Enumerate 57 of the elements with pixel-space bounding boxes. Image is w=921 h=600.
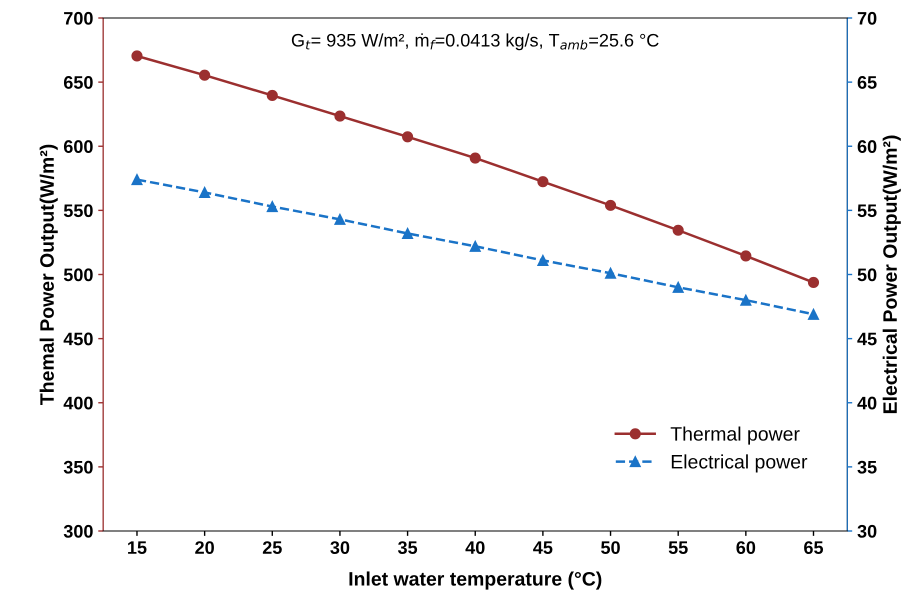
point xyxy=(808,276,820,288)
point xyxy=(740,294,752,306)
point xyxy=(131,50,143,62)
point xyxy=(266,200,278,212)
x-tick-label: 50 xyxy=(601,541,620,554)
point xyxy=(672,282,684,293)
x-axis-title: Inlet water temperature (°C) xyxy=(349,571,602,590)
point xyxy=(334,110,346,122)
y2-tick-label: 40 xyxy=(857,396,876,410)
y-tick-label: 700 xyxy=(64,12,93,25)
x-tick-label: 40 xyxy=(465,541,485,554)
y-tick-label: 300 xyxy=(64,524,93,538)
y-tick-label: 600 xyxy=(64,140,93,153)
x-tick-label: 60 xyxy=(736,541,756,554)
point xyxy=(808,308,820,320)
point xyxy=(266,90,278,102)
x-tick-label: 25 xyxy=(262,541,282,554)
x-tick-label: 65 xyxy=(804,541,824,554)
point xyxy=(740,250,752,262)
x-tick-label: 45 xyxy=(533,541,552,554)
y2-tick-label: 70 xyxy=(858,12,876,25)
y2-tick-label: 50 xyxy=(858,268,876,282)
y2-tick-label: 45 xyxy=(857,332,877,346)
point xyxy=(604,268,616,279)
y2-tick-label: 55 xyxy=(858,204,877,218)
y2-tick-label: 35 xyxy=(857,460,877,474)
point xyxy=(604,200,616,211)
annotation: G$_{t}$= 935 W/m², ṁ$_{f}$=0.0413 kg/s, T$_{amb}$=25.6 °C xyxy=(292,33,659,50)
point xyxy=(537,176,548,188)
x-tick-label: 30 xyxy=(330,541,350,554)
y-axis-title: Themal Power Output(W/m²) xyxy=(40,144,58,405)
y2-tick-label: 60 xyxy=(858,140,876,153)
x-tick-label: 20 xyxy=(195,541,214,554)
point xyxy=(334,214,346,225)
y-tick-label: 400 xyxy=(64,396,93,410)
x-tick-label: 55 xyxy=(668,541,688,554)
y2-tick-label: 65 xyxy=(858,76,877,89)
point xyxy=(199,70,210,81)
y-tick-label: 450 xyxy=(64,332,93,346)
legend-label: Thermal power xyxy=(670,426,800,445)
point xyxy=(402,228,414,240)
point xyxy=(537,254,548,266)
y-tick-label: 500 xyxy=(64,268,93,282)
legend-label: Electrical power xyxy=(672,454,808,472)
y-tick-label: 350 xyxy=(64,460,93,474)
x-tick-label: 15 xyxy=(128,541,147,554)
y-tick-label: 550 xyxy=(64,204,93,218)
y2-tick-label: 30 xyxy=(857,524,876,538)
point xyxy=(672,224,684,236)
point xyxy=(470,152,481,164)
point xyxy=(199,186,210,198)
point xyxy=(131,174,143,186)
point xyxy=(402,131,414,142)
y-tick-label: 650 xyxy=(64,76,93,89)
x-tick-label: 35 xyxy=(398,541,418,554)
y2-axis-title: Electrical Power Output(W/m²) xyxy=(882,136,901,414)
point xyxy=(470,240,481,252)
